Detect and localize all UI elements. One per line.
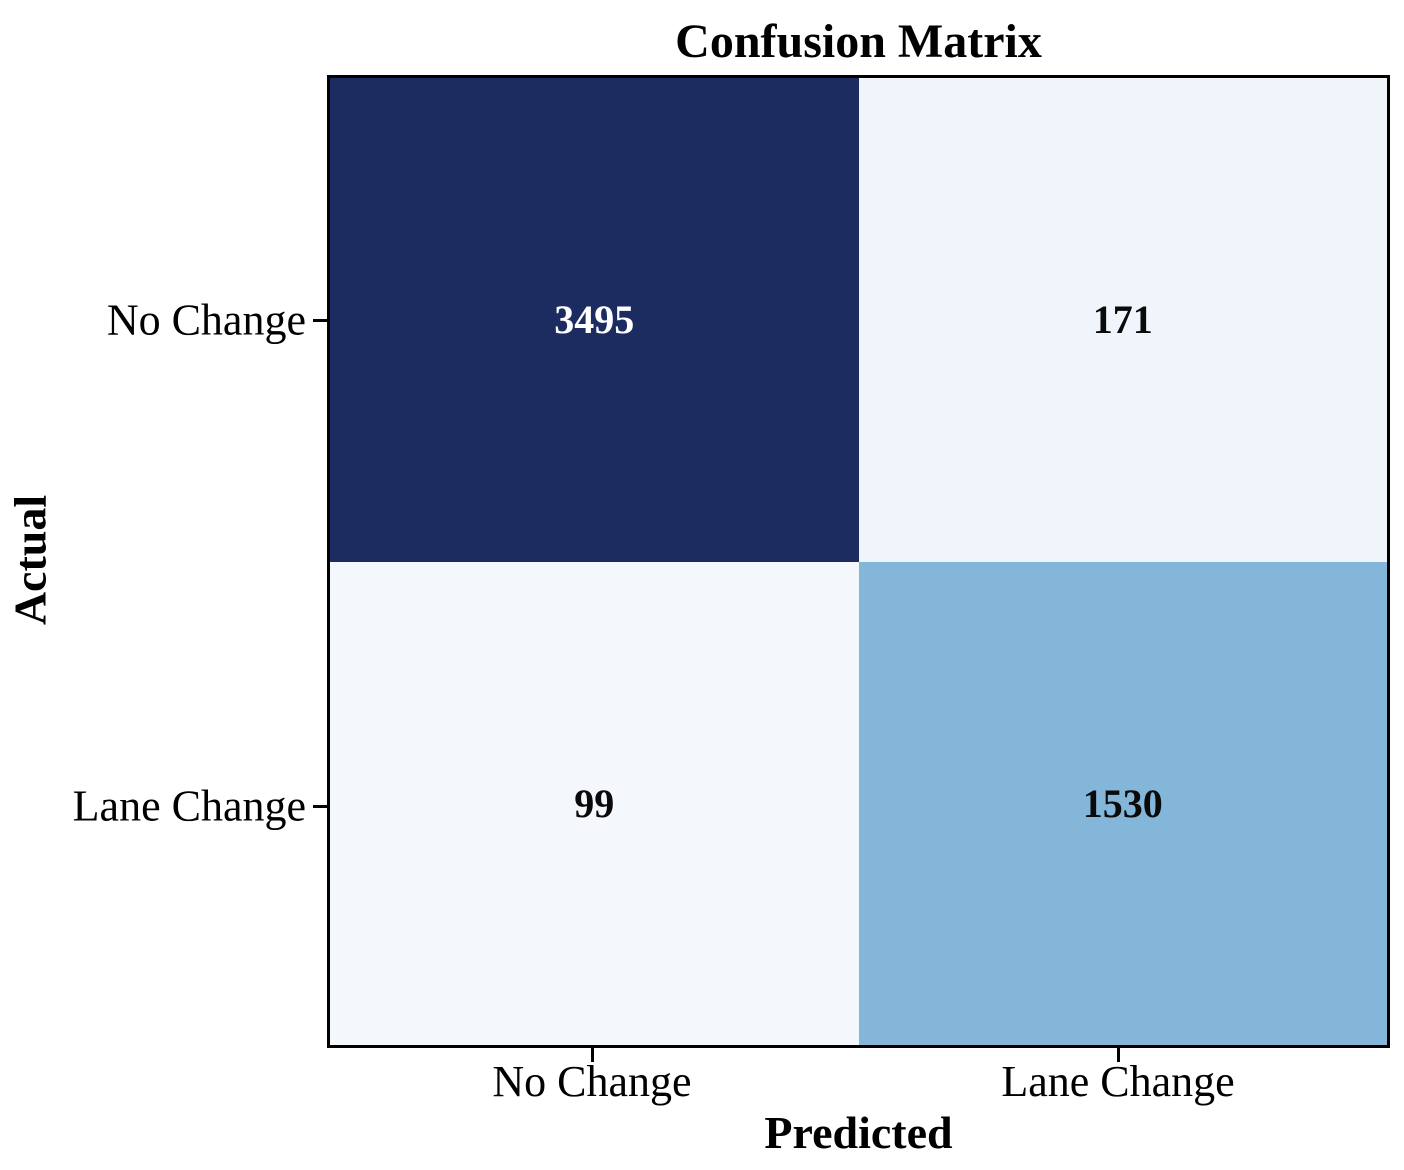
cell-value: 1530 xyxy=(1082,780,1163,826)
y-tick-label-lane-change: Lane Change xyxy=(72,781,306,831)
x-tick-mark xyxy=(591,1048,594,1062)
heatmap-plot: 3495 171 99 1530 xyxy=(327,75,1390,1048)
x-tick-label-no-change: No Change xyxy=(492,1057,692,1106)
matrix-cell-actual-nochange-pred-lanechange: 171 xyxy=(858,78,1387,562)
cell-value: 99 xyxy=(574,780,615,826)
x-tick-label-lane-change: Lane Change xyxy=(1001,1057,1235,1106)
x-axis-label: Predicted xyxy=(764,1107,953,1158)
y-tick-mark xyxy=(313,805,327,808)
cell-value: 3495 xyxy=(554,297,635,343)
matrix-cell-actual-nochange-pred-nochange: 3495 xyxy=(330,78,859,562)
y-tick-label-no-change: No Change xyxy=(106,295,306,345)
y-tick-mark xyxy=(313,319,327,322)
matrix-cell-actual-lanechange-pred-nochange: 99 xyxy=(330,561,859,1045)
chart-title: Confusion Matrix xyxy=(675,15,1042,68)
cell-value: 171 xyxy=(1092,297,1153,343)
x-tick-mark xyxy=(1117,1048,1120,1062)
y-axis-label: Actual xyxy=(4,494,56,626)
matrix-cell-actual-lanechange-pred-lanechange: 1530 xyxy=(858,561,1387,1045)
